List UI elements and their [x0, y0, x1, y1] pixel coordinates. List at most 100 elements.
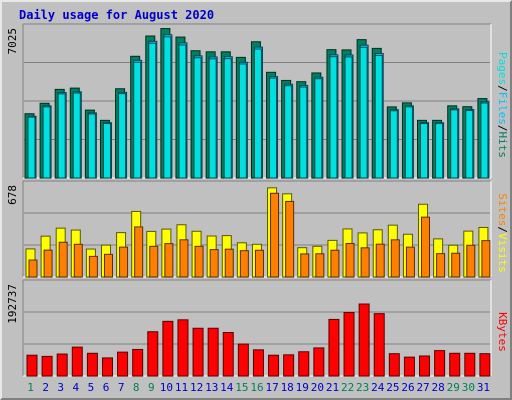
bar-sites-day-3	[58, 241, 68, 278]
bar-pages-day-6	[102, 123, 111, 179]
bar-kbytes-day-22	[343, 311, 355, 377]
x-tick-label-day-26: 26	[401, 381, 414, 394]
bar-kbytes-day-18	[283, 354, 295, 377]
bar-pages-day-1	[27, 116, 36, 179]
bar-kbytes-day-21	[328, 318, 340, 377]
series-legend-label: Pages/Files/Hits	[496, 52, 509, 158]
x-tick-label-day-7: 7	[118, 381, 125, 394]
x-tick-label-day-31: 31	[477, 381, 490, 394]
series-legend-label: KBytes	[496, 312, 509, 352]
x-tick-label-day-11: 11	[175, 381, 188, 394]
bar-pages-day-2	[42, 106, 51, 179]
x-tick-label-day-18: 18	[281, 381, 294, 394]
bar-kbytes-day-19	[298, 351, 310, 377]
bar-kbytes-day-31	[479, 353, 491, 377]
bar-sites-day-15	[239, 250, 249, 278]
x-tick-label-day-12: 12	[190, 381, 203, 394]
bar-sites-day-14	[224, 248, 234, 278]
x-tick-label-day-5: 5	[88, 381, 95, 394]
bar-kbytes-day-4	[71, 346, 83, 377]
bar-sites-day-30	[466, 244, 476, 278]
x-tick-label-day-27: 27	[416, 381, 429, 394]
x-tick-label-day-15: 15	[235, 381, 248, 394]
bar-kbytes-day-26	[403, 356, 415, 377]
bar-kbytes-day-14	[222, 332, 234, 377]
x-tick-label-day-6: 6	[103, 381, 110, 394]
bar-kbytes-day-1	[26, 354, 38, 377]
bar-pages-day-28	[435, 123, 444, 179]
x-tick-label-day-20: 20	[311, 381, 324, 394]
x-tick-label-day-30: 30	[462, 381, 475, 394]
bar-kbytes-day-8	[132, 348, 144, 377]
bar-sites-day-7	[119, 246, 129, 278]
series-legend-label: Sites/Visits	[496, 193, 509, 273]
x-tick-label-day-13: 13	[205, 381, 218, 394]
bar-sites-day-1	[28, 259, 38, 278]
bar-sites-day-4	[73, 243, 83, 278]
bar-pages-day-15	[238, 63, 247, 179]
bar-pages-day-4	[72, 92, 81, 179]
legend-separator: /	[496, 85, 509, 92]
x-tick-label-day-21: 21	[326, 381, 339, 394]
bar-sites-day-9	[149, 245, 159, 278]
bar-sites-day-28	[436, 253, 446, 278]
bar-kbytes-day-23	[358, 303, 370, 377]
legend-files: Files	[496, 92, 509, 125]
x-tick-label-day-28: 28	[432, 381, 445, 394]
bar-sites-day-8	[134, 226, 144, 278]
chart-title: Daily usage for August 2020	[19, 8, 215, 22]
bar-pages-day-14	[223, 58, 232, 179]
legend-separator: /	[496, 226, 509, 233]
bar-kbytes-day-27	[419, 355, 431, 377]
bar-pages-day-29	[450, 109, 459, 179]
bar-kbytes-day-28	[434, 350, 446, 377]
bar-kbytes-day-12	[192, 327, 204, 377]
bar-pages-day-9	[148, 42, 157, 179]
bar-kbytes-day-11	[177, 319, 189, 377]
legend-kbytes: KBytes	[496, 312, 509, 352]
bar-pages-day-5	[87, 113, 96, 179]
bar-pages-day-31	[480, 102, 489, 179]
bar-kbytes-day-17	[268, 354, 280, 377]
bar-pages-day-27	[420, 123, 429, 179]
bar-kbytes-day-16	[252, 349, 264, 377]
bar-kbytes-day-30	[464, 352, 476, 377]
bar-sites-day-20	[315, 253, 325, 278]
bar-pages-day-13	[208, 58, 217, 179]
bar-pages-day-30	[465, 110, 474, 179]
bar-sites-day-31	[481, 240, 491, 278]
bar-pages-day-17	[269, 77, 278, 179]
bar-pages-day-16	[253, 48, 262, 179]
bar-sites-day-29	[451, 252, 461, 278]
x-tick-label-day-16: 16	[250, 381, 263, 394]
bar-pages-day-22	[344, 56, 353, 179]
bar-pages-day-7	[118, 93, 127, 179]
legend-pages: Pages	[496, 52, 509, 85]
bar-pages-day-23	[359, 46, 368, 179]
bar-pages-day-24	[374, 54, 383, 179]
bar-kbytes-day-2	[41, 355, 53, 377]
x-tick-label-day-29: 29	[447, 381, 460, 394]
bar-pages-day-12	[193, 57, 202, 179]
bar-pages-day-26	[404, 106, 413, 179]
legend-separator: /	[496, 125, 509, 132]
x-tick-label-day-22: 22	[341, 381, 354, 394]
bar-kbytes-day-7	[117, 351, 129, 377]
x-tick-label-day-14: 14	[220, 381, 234, 394]
bar-kbytes-day-10	[162, 320, 174, 377]
bar-pages-day-20	[314, 78, 323, 179]
bar-sites-day-19	[300, 253, 310, 278]
x-tick-label-day-3: 3	[57, 381, 64, 394]
bar-sites-day-23	[360, 247, 370, 278]
bar-kbytes-day-3	[56, 353, 68, 377]
bar-sites-day-11	[179, 239, 189, 278]
bar-pages-day-10	[163, 36, 172, 179]
bar-sites-day-24	[375, 243, 385, 278]
bar-sites-day-22	[345, 242, 355, 278]
x-tick-label-day-17: 17	[265, 381, 278, 394]
bar-kbytes-day-15	[237, 343, 249, 377]
bar-kbytes-day-9	[147, 331, 159, 377]
bar-sites-day-16	[254, 249, 264, 278]
